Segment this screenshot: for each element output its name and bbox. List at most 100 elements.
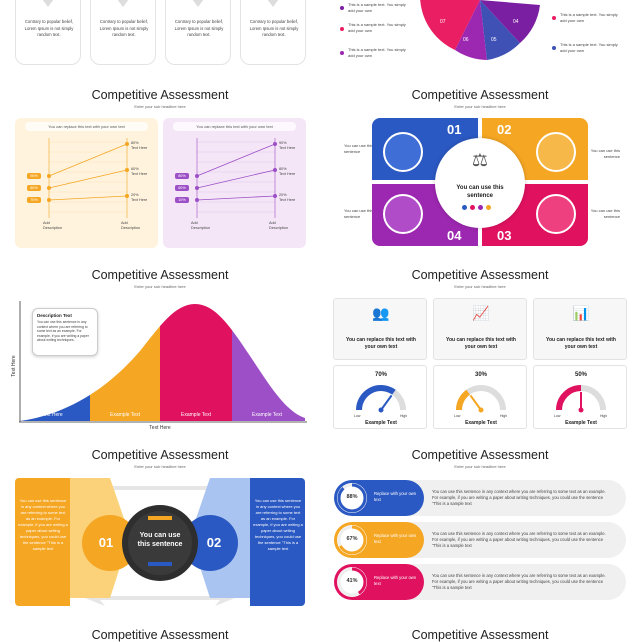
slide-subtitle: Enter your sub headline here [134, 464, 186, 469]
slope-left-badge: 80% [27, 185, 41, 191]
quad-icon-tl [383, 132, 423, 172]
versus-right-text: You can use this sentence in any context… [253, 498, 303, 551]
side-text-br: You can use this sentence [590, 208, 620, 219]
progress-pct: 67% [346, 536, 358, 542]
right-note-1: This is a sample text. You simply add yo… [560, 12, 618, 23]
slope-left-badge: 80% [175, 173, 189, 179]
slide-title: Competitive Assessment [91, 268, 229, 282]
info-card: Contrary to popular belief, Lorem Ipsum … [240, 0, 306, 65]
scale-icon: ⚖ [471, 150, 489, 170]
bell-seg-2: Example Text [110, 412, 141, 418]
gauge-low: Low [454, 414, 461, 418]
axis-left-desc: Add Description [191, 221, 210, 230]
center-text: You can use this sentence [456, 185, 504, 199]
slope-panel: You can replace this text with your own … [15, 118, 158, 248]
feature-card: 📊 You can replace this text with your ow… [533, 298, 627, 360]
side-text-bl: You can use this sentence [344, 208, 374, 219]
gauge-pct: 30% [474, 372, 487, 378]
slide-radial: This is a sample text. You simply add yo… [330, 0, 630, 70]
progress-label: Replace with your own text [374, 491, 417, 502]
slope-panel: You can replace this text with your own … [163, 118, 306, 248]
versus-left-text: You can use this sentence in any context… [18, 498, 68, 551]
progress-label: Replace with your own text [374, 533, 417, 544]
versus-num-02: 02 [207, 535, 221, 550]
slope-right-label: 20% Text Here [279, 193, 296, 202]
slope-right-label: 80% Text Here [131, 141, 148, 150]
versus-right-panel [250, 478, 305, 606]
slide-title: Competitive Assessment [411, 448, 549, 462]
gauge-label: Example Text [365, 420, 397, 426]
gauge-high: High [600, 414, 608, 418]
info-card: Contrary to popular belief, Lorem Ipsum … [90, 0, 156, 65]
gauge-label: Example Text [565, 420, 597, 426]
team-icon: 👥 [372, 305, 390, 321]
left-note-1: This is a sample text. You simply add yo… [348, 2, 406, 13]
axis-left-desc: Add Description [43, 221, 62, 230]
quad-num-02: 02 [497, 122, 512, 137]
gauge-low: Low [354, 414, 361, 418]
card-text: Contrary to popular belief, Lorem Ipsum … [249, 19, 299, 37]
feature-text: You can replace this text with your own … [346, 337, 416, 350]
slope-header: You can replace this text with your own … [25, 122, 148, 131]
slide-title: Competitive Assessment [411, 268, 549, 282]
gauge-card: 30% Low High Example Text [433, 365, 527, 429]
gauge-pct: 50% [574, 372, 587, 378]
slide-versus: Competitive Assessment Enter your sub he… [10, 448, 310, 613]
color-dots [462, 205, 502, 210]
gauge-label: Example Text [465, 420, 497, 426]
versus-center-text: You can use this sentence [137, 532, 183, 548]
progress-text: You can use this sentence in any context… [432, 489, 606, 506]
side-text-tl: You can use this sentence [344, 143, 374, 154]
side-text-tr: You can use this sentence [590, 148, 620, 159]
seg-06: 06 [463, 37, 469, 43]
versus-left-panel [15, 478, 70, 606]
feature-text: You can replace this text with your own … [546, 337, 616, 350]
bell-chart: Text Here Example Text Example Text Exam… [11, 301, 307, 431]
gauge-high: High [400, 414, 408, 418]
slide-subtitle: Enter your sub headline here [454, 464, 506, 469]
slide-quadrant: Competitive Assessment Enter your sub he… [330, 88, 630, 253]
slide-progress: Competitive Assessment Enter your sub he… [330, 448, 630, 613]
quad-num-03: 03 [497, 228, 512, 243]
progress-pct: 41% [346, 578, 358, 584]
right-note-2: This is a sample text. You simply add yo… [560, 42, 618, 53]
feature-card: 👥 You can replace this text with your ow… [333, 298, 427, 360]
progress-text: You can use this sentence in any context… [432, 531, 606, 548]
progress-row: 88% Replace with your own text You can u… [332, 478, 628, 518]
slope-right-label: 20% Text Here [131, 193, 148, 202]
slope-left-badge: 10% [175, 197, 189, 203]
quad-num-01: 01 [447, 122, 462, 137]
chart-icon: 📈 [472, 305, 490, 321]
slide-subtitle: Enter your sub headline here [134, 284, 186, 289]
arrow-right-icon [148, 562, 172, 566]
bottom-right-title: Competitive Assessment [411, 628, 549, 642]
quad-center [435, 138, 525, 228]
progress-text: You can use this sentence in any context… [432, 573, 606, 590]
slide-subtitle: Enter your sub headline here [454, 284, 506, 289]
slide-cards: Contrary to popular belief, Lorem Ipsum … [10, 0, 310, 70]
slide-title: Competitive Assessment [91, 88, 229, 102]
info-card: Contrary to popular belief, Lorem Ipsum … [165, 0, 231, 65]
slide-slope: Competitive Assessment Enter your sub he… [10, 88, 310, 253]
bell-note: Description Text You can use this senten… [32, 308, 98, 356]
gauge-pct: 70% [374, 372, 387, 378]
left-note-2: This is a sample text. You simply add yo… [348, 22, 406, 33]
bell-seg-4: Example Text [252, 412, 283, 418]
slide-gauges: Competitive Assessment Enter your sub he… [330, 268, 630, 433]
growth-icon: 📊 [572, 305, 590, 321]
left-note-3: This is a sample text. You simply add yo… [348, 47, 406, 58]
versus-num-01: 01 [99, 535, 113, 550]
seg-04: 04 [513, 19, 519, 25]
slope-right-label: 60% Text Here [131, 167, 148, 176]
card-text: Contrary to popular belief, Lorem Ipsum … [174, 19, 224, 37]
versus-shapes: 01 02 [65, 478, 255, 606]
axis-right-desc: Add Description [121, 221, 140, 230]
quad-icon-br [536, 194, 576, 234]
slope-header: You can replace this text with your own … [173, 122, 296, 131]
progress-row: 41% Replace with your own text You can u… [332, 562, 628, 602]
quad-num-04: 04 [447, 228, 462, 243]
arrow-left-icon [148, 516, 172, 520]
progress-row: 67% Replace with your own text You can u… [332, 520, 628, 560]
quad-icon-tr [536, 132, 576, 172]
gauge-card: 70% Low High Example Text [333, 365, 427, 429]
